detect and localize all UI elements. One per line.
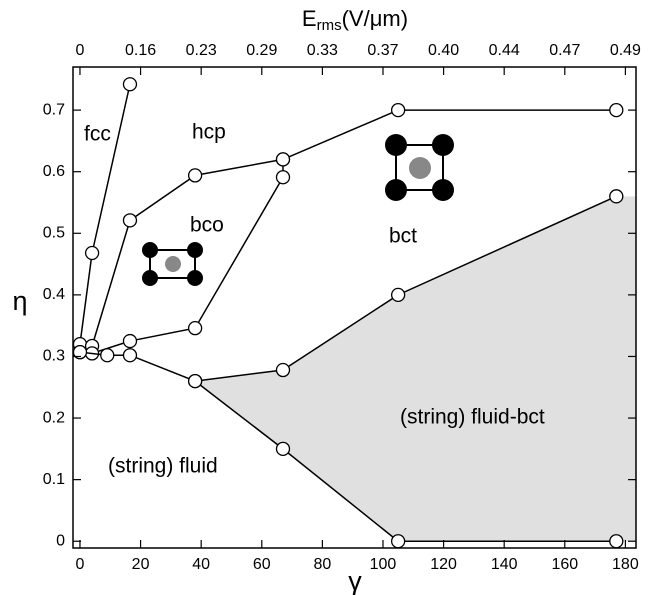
coexistence-region	[195, 196, 636, 541]
x2-tick-label: 0.47	[549, 42, 580, 59]
x-tick-label: 20	[132, 556, 150, 573]
data-point	[189, 375, 202, 388]
region-label: bco	[190, 214, 224, 237]
atom	[165, 256, 181, 272]
data-point	[101, 349, 114, 362]
x-tick-label: 120	[430, 556, 457, 573]
x2-axis-label: Erms(V/μm)	[302, 6, 408, 34]
x2-tick-label: 0	[76, 42, 85, 59]
y-tick-label: 0.2	[43, 409, 65, 426]
atom	[142, 242, 158, 258]
atom	[142, 270, 158, 286]
data-point	[610, 104, 623, 117]
region-label: bct	[389, 225, 417, 248]
y-tick-label: 0	[56, 532, 65, 549]
bct-cell-icon	[385, 134, 454, 201]
data-point	[86, 246, 99, 259]
x2-label-base: E	[302, 6, 317, 31]
region-layer	[195, 196, 636, 541]
x-tick-label: 140	[491, 556, 518, 573]
y-tick-label: 0.3	[43, 348, 65, 365]
x-axis-label: γ	[348, 566, 362, 595]
atom	[409, 157, 431, 179]
data-point	[123, 78, 136, 91]
region-label: (string) fluid	[108, 455, 218, 478]
chart: fcc hcp bco bct (string) fluid-bct (stri…	[0, 0, 650, 595]
y-tick-label: 0.6	[43, 163, 65, 180]
data-point	[189, 169, 202, 182]
x2-tick-label: 0.33	[307, 42, 338, 59]
data-point	[610, 190, 623, 203]
data-point	[276, 153, 289, 166]
bco-cell-icon	[142, 242, 203, 286]
y-tick-label: 0.4	[43, 286, 65, 303]
x2-tick-label: 0.23	[186, 42, 217, 59]
data-point	[123, 335, 136, 348]
atom	[385, 179, 407, 201]
x-tick-label: 80	[313, 556, 331, 573]
boundary-line	[80, 159, 283, 353]
y-tick-label: 0.5	[43, 225, 65, 242]
x-tick-label: 60	[253, 556, 271, 573]
data-point	[610, 535, 623, 548]
region-label: hcp	[192, 121, 226, 144]
data-point	[392, 288, 405, 301]
x-tick-label: 180	[612, 556, 639, 573]
data-point	[276, 171, 289, 184]
atom	[187, 242, 203, 258]
data-point	[123, 214, 136, 227]
atom	[432, 134, 454, 156]
x2-tick-label: 0.49	[610, 42, 641, 59]
x-tick-label: 100	[370, 556, 397, 573]
x2-tick-label: 0.16	[125, 42, 156, 59]
x2-label-unit: (V/μm)	[342, 6, 408, 31]
region-label: (string) fluid-bct	[400, 406, 545, 429]
data-point	[276, 364, 289, 377]
y-tick-label: 0.1	[43, 471, 65, 488]
x-tick-label: 0	[76, 556, 85, 573]
y-axis-label: η	[12, 286, 27, 316]
x2-tick-label: 0.29	[246, 42, 277, 59]
x2-tick-label: 0.40	[428, 42, 459, 59]
region-label: fcc	[84, 123, 111, 146]
data-point	[123, 349, 136, 362]
x2-tick-label: 0.37	[367, 42, 398, 59]
page: fcc hcp bco bct (string) fluid-bct (stri…	[0, 0, 650, 595]
data-point	[189, 322, 202, 335]
atom	[385, 134, 407, 156]
atom	[187, 270, 203, 286]
data-point	[392, 535, 405, 548]
data-point	[276, 442, 289, 455]
x-tick-label: 40	[192, 556, 210, 573]
x-tick-label: 160	[551, 556, 578, 573]
y-tick-label: 0.7	[43, 101, 65, 118]
data-point	[392, 104, 405, 117]
atom	[432, 179, 454, 201]
x2-label-sub: rms	[317, 17, 342, 34]
x2-tick-label: 0.44	[489, 42, 520, 59]
